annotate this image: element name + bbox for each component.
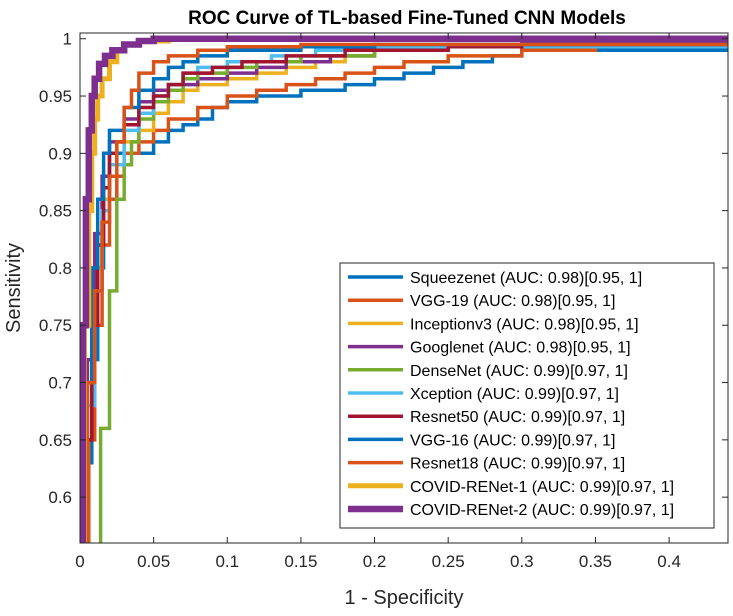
x-tick-label: 0.15: [284, 552, 317, 571]
chart-title: ROC Curve of TL-based Fine-Tuned CNN Mod…: [188, 8, 626, 29]
legend-label: Squeezenet (AUC: 0.98)[0.95, 1]: [410, 270, 642, 287]
x-axis-label: 1 - Specificity: [345, 587, 464, 609]
x-tick-label: 0.4: [657, 552, 681, 571]
legend-label: VGG-19 (AUC: 0.98)[0.95, 1]: [410, 293, 615, 310]
series-line-11: [80, 35, 728, 543]
series-line-5: [98, 45, 728, 543]
y-tick-label: 0.85: [39, 202, 72, 221]
x-tick-label: 0: [75, 552, 84, 571]
y-tick-label: 0.75: [39, 316, 72, 335]
x-tick-label: 0.25: [432, 552, 465, 571]
series-line-9: [85, 42, 728, 543]
x-tick-label: 0.3: [510, 552, 534, 571]
y-tick-label: 0.95: [39, 87, 72, 106]
legend-label: Resnet18 (AUC: 0.99)[0.97, 1]: [410, 456, 625, 473]
legend-label: VGG-16 (AUC: 0.99)[0.97, 1]: [410, 432, 615, 449]
legend-label: COVID-RENet-2 (AUC: 0.99)[0.97, 1]: [410, 502, 674, 519]
axes-box: [79, 32, 729, 544]
x-tick-label: 0.1: [215, 552, 239, 571]
legend: Squeezenet (AUC: 0.98)[0.95, 1] VGG-19 (A…: [339, 262, 715, 529]
x-tick-label: 0.2: [363, 552, 387, 571]
legend-label: Googlenet (AUC: 0.98)[0.95, 1]: [410, 340, 631, 357]
y-tick-label: 0.9: [48, 144, 72, 163]
y-tick-label: 0.6: [48, 488, 72, 507]
y-axis-label: Sensitivity: [3, 243, 25, 333]
y-tick-label: 0.8: [48, 259, 72, 278]
y-tick-label: 1: [63, 30, 72, 49]
legend-label: DenseNet (AUC: 0.99)[0.97, 1]: [410, 363, 628, 380]
legend-label: Inceptionv3 (AUC: 0.98)[0.95, 1]: [410, 316, 639, 333]
legend-label: Resnet50 (AUC: 0.99)[0.97, 1]: [410, 409, 625, 426]
legend-label: COVID-RENet-1 (AUC: 0.99)[0.97, 1]: [410, 479, 674, 496]
series-line-2: [87, 42, 728, 543]
x-tick-label: 0.05: [137, 552, 170, 571]
legend-label: Xception (AUC: 0.99)[0.97, 1]: [410, 386, 619, 403]
y-tick-label: 0.7: [48, 374, 72, 393]
y-tick-label: 0.65: [39, 431, 72, 450]
x-tick-label: 0.35: [579, 552, 612, 571]
series-line-8: [84, 42, 728, 543]
